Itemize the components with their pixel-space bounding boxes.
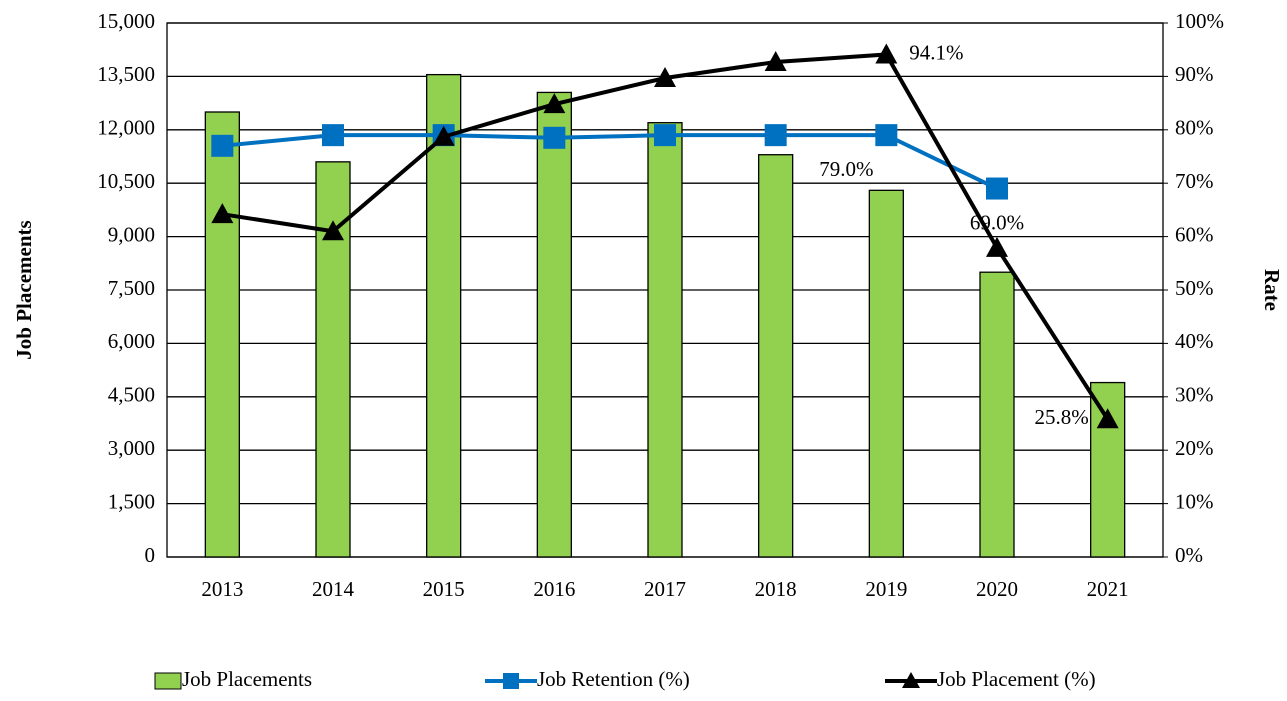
- marker: [986, 177, 1008, 200]
- y2-tick-label: 90%: [1175, 62, 1214, 86]
- marker: [875, 124, 898, 147]
- bar: [758, 154, 794, 558]
- legend-swatch: [154, 672, 182, 690]
- bar: [426, 73, 462, 558]
- marker: [654, 67, 676, 88]
- y2-tick-label: 60%: [1175, 222, 1214, 246]
- marker: [432, 125, 455, 146]
- data-label: 79.0%: [819, 157, 873, 181]
- marker: [654, 124, 676, 147]
- y-tick-label: 4,500: [108, 383, 155, 407]
- bar: [647, 122, 683, 558]
- legend-label: Job Placements: [182, 667, 312, 691]
- legend-label: Job Placement (%): [937, 667, 1096, 691]
- marker: [543, 93, 566, 114]
- y2-tick-label: 40%: [1175, 329, 1214, 353]
- y2-axis-title: Rate: [1260, 269, 1284, 311]
- y-tick-label: 7,500: [108, 276, 155, 300]
- marker: [986, 236, 1008, 257]
- marker: [322, 124, 344, 147]
- y-tick-label: 9,000: [108, 222, 155, 246]
- x-tick-label: 2020: [976, 577, 1018, 601]
- y-tick-label: 13,500: [97, 62, 155, 86]
- bar: [979, 271, 1015, 558]
- legend-marker: [503, 673, 519, 689]
- y2-tick-label: 100%: [1175, 9, 1224, 33]
- y2-tick-label: 50%: [1175, 276, 1214, 300]
- data-label: 25.8%: [1035, 405, 1089, 429]
- bar: [204, 111, 240, 558]
- x-tick-label: 2017: [644, 577, 686, 601]
- y-tick-label: 12,000: [97, 116, 155, 140]
- x-tick-label: 2014: [312, 577, 355, 601]
- line: [222, 133, 998, 191]
- marker: [764, 50, 787, 71]
- y-tick-label: 3,000: [108, 436, 155, 460]
- y2-tick-label: 0%: [1175, 543, 1203, 567]
- y2-tick-label: 30%: [1175, 383, 1214, 407]
- marker: [211, 134, 234, 157]
- y-tick-label: 10,500: [97, 169, 155, 193]
- x-tick-label: 2021: [1087, 577, 1129, 601]
- legend-label: Job Retention (%): [537, 667, 690, 691]
- x-tick-label: 2013: [201, 577, 243, 601]
- y2-tick-label: 10%: [1175, 489, 1214, 513]
- data-label: 94.1%: [909, 40, 963, 64]
- bar: [536, 91, 572, 558]
- y2-tick-label: 80%: [1175, 116, 1214, 140]
- marker: [322, 220, 344, 241]
- y-tick-label: 0: [145, 543, 156, 567]
- x-tick-label: 2016: [533, 577, 575, 601]
- x-tick-label: 2019: [865, 577, 907, 601]
- y-tick-label: 15,000: [97, 9, 155, 33]
- marker: [211, 203, 234, 224]
- x-tick-label: 2015: [423, 577, 465, 601]
- marker: [543, 126, 566, 149]
- x-tick-label: 2018: [755, 577, 797, 601]
- bar: [868, 189, 904, 558]
- legend-marker: [902, 672, 920, 688]
- marker: [1096, 408, 1119, 429]
- y-axis-title: Job Placements: [12, 220, 36, 359]
- y2-tick-label: 20%: [1175, 436, 1214, 460]
- marker: [764, 124, 787, 147]
- marker: [875, 43, 898, 64]
- y2-tick-label: 70%: [1175, 169, 1214, 193]
- y-tick-label: 6,000: [108, 329, 155, 353]
- y-tick-label: 1,500: [108, 489, 155, 513]
